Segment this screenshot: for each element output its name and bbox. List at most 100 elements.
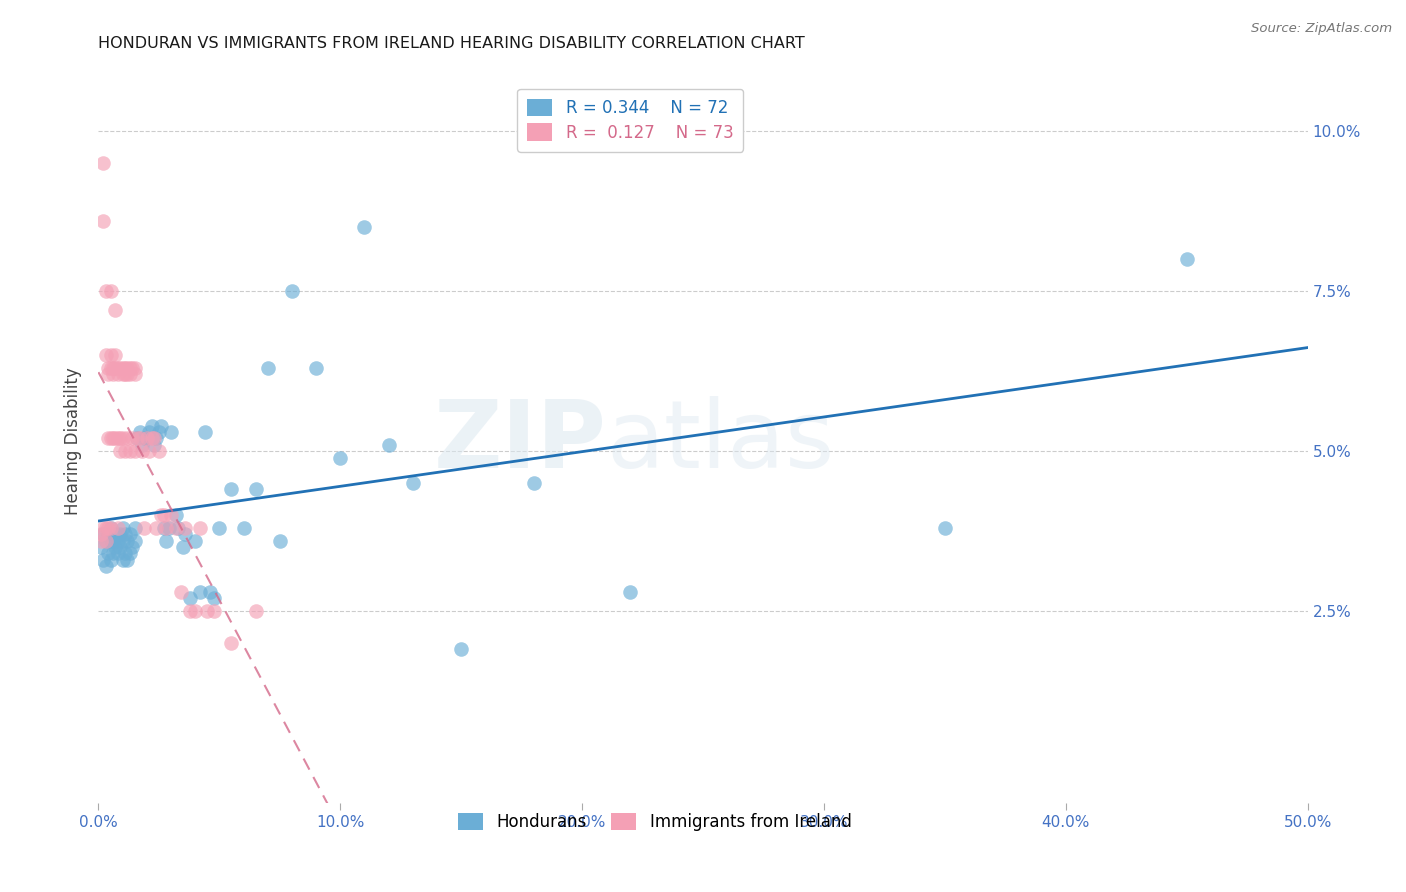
- Point: [124, 521, 146, 535]
- Point: [100, 521, 122, 535]
- Point: [97, 368, 120, 382]
- Point: [141, 418, 163, 433]
- Point: [100, 521, 122, 535]
- Point: [90, 540, 112, 554]
- Point: [100, 285, 122, 299]
- Point: [118, 444, 141, 458]
- Point: [221, 636, 243, 650]
- Point: [152, 521, 174, 535]
- Point: [143, 431, 166, 445]
- Point: [111, 368, 134, 382]
- Point: [97, 527, 120, 541]
- Point: [91, 527, 114, 541]
- Point: [91, 521, 114, 535]
- Point: [128, 425, 150, 439]
- Point: [134, 431, 156, 445]
- Point: [148, 425, 170, 439]
- Point: [108, 527, 131, 541]
- Point: [100, 348, 122, 362]
- Point: [118, 368, 141, 382]
- Y-axis label: Hearing Disability: Hearing Disability: [65, 368, 83, 516]
- Point: [107, 521, 129, 535]
- Point: [128, 431, 150, 445]
- Point: [101, 361, 124, 376]
- Point: [184, 533, 207, 548]
- Point: [167, 521, 190, 535]
- Point: [117, 361, 139, 376]
- Point: [108, 361, 131, 376]
- Text: ZIP: ZIP: [433, 395, 606, 488]
- Point: [221, 483, 243, 497]
- Point: [184, 604, 207, 618]
- Point: [619, 584, 641, 599]
- Point: [188, 584, 211, 599]
- Point: [127, 431, 149, 445]
- Point: [172, 540, 194, 554]
- Point: [100, 533, 122, 548]
- Point: [179, 591, 201, 606]
- Point: [107, 533, 129, 548]
- Point: [138, 425, 160, 439]
- Point: [94, 533, 117, 548]
- Point: [179, 604, 201, 618]
- Point: [160, 508, 183, 522]
- Point: [111, 533, 134, 548]
- Point: [114, 368, 136, 382]
- Point: [101, 368, 124, 382]
- Point: [124, 361, 146, 376]
- Point: [377, 438, 399, 452]
- Point: [100, 361, 122, 376]
- Point: [104, 361, 127, 376]
- Legend: Hondurans, Immigrants from Ireland: Hondurans, Immigrants from Ireland: [451, 806, 858, 838]
- Point: [157, 521, 180, 535]
- Point: [117, 431, 139, 445]
- Point: [1175, 252, 1198, 267]
- Text: Source: ZipAtlas.com: Source: ZipAtlas.com: [1251, 22, 1392, 36]
- Point: [141, 431, 163, 445]
- Point: [118, 361, 141, 376]
- Point: [107, 368, 129, 382]
- Text: HONDURAN VS IMMIGRANTS FROM IRELAND HEARING DISABILITY CORRELATION CHART: HONDURAN VS IMMIGRANTS FROM IRELAND HEAR…: [98, 36, 806, 51]
- Point: [134, 521, 156, 535]
- Point: [174, 521, 197, 535]
- Point: [111, 521, 134, 535]
- Point: [124, 444, 146, 458]
- Point: [198, 584, 221, 599]
- Point: [104, 348, 127, 362]
- Point: [121, 361, 143, 376]
- Point: [118, 546, 141, 560]
- Point: [117, 533, 139, 548]
- Point: [94, 559, 117, 574]
- Point: [281, 285, 304, 299]
- Point: [353, 220, 375, 235]
- Point: [114, 444, 136, 458]
- Point: [91, 214, 114, 228]
- Point: [114, 527, 136, 541]
- Point: [160, 425, 183, 439]
- Point: [97, 361, 120, 376]
- Point: [107, 546, 129, 560]
- Point: [104, 303, 127, 318]
- Point: [100, 553, 122, 567]
- Point: [108, 540, 131, 554]
- Point: [245, 483, 267, 497]
- Point: [121, 540, 143, 554]
- Point: [245, 604, 267, 618]
- Point: [188, 521, 211, 535]
- Point: [114, 546, 136, 560]
- Point: [114, 361, 136, 376]
- Point: [111, 431, 134, 445]
- Point: [91, 156, 114, 170]
- Point: [104, 540, 127, 554]
- Point: [450, 642, 472, 657]
- Text: atlas: atlas: [606, 395, 835, 488]
- Point: [155, 533, 177, 548]
- Point: [208, 521, 231, 535]
- Point: [934, 521, 956, 535]
- Point: [100, 431, 122, 445]
- Point: [194, 425, 217, 439]
- Point: [402, 476, 425, 491]
- Point: [121, 431, 143, 445]
- Point: [169, 584, 191, 599]
- Point: [131, 438, 153, 452]
